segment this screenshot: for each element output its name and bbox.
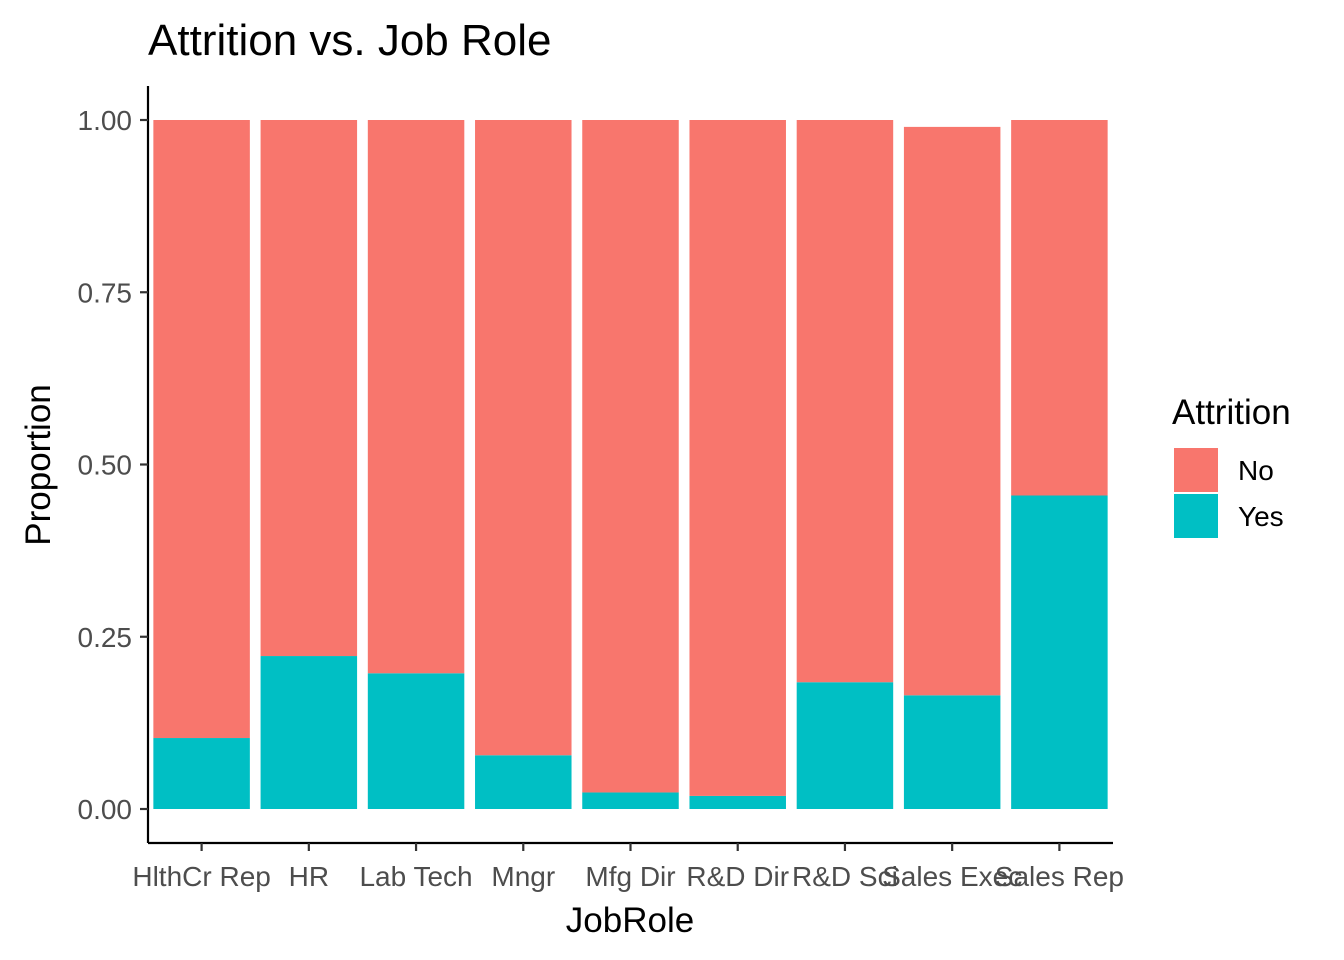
x-tick-label: R&D Sci <box>792 861 898 892</box>
x-tick-label: R&D Dir <box>686 861 789 892</box>
bar-yes-4 <box>582 792 679 809</box>
bar-no-3 <box>475 120 572 756</box>
bar-no-6 <box>796 120 894 683</box>
bar-yes-8 <box>1011 495 1108 809</box>
x-tick-label: Mngr <box>491 861 555 892</box>
x-axis-title: JobRole <box>566 901 694 940</box>
x-tick-label: Sales Exec <box>882 861 1022 892</box>
bar-no-5 <box>689 120 786 796</box>
y-tick-label: 0.00 <box>78 794 133 825</box>
bar-yes-6 <box>796 682 894 809</box>
x-tick-label: HlthCr Rep <box>132 861 270 892</box>
bar-yes-1 <box>260 656 358 809</box>
bar-no-0 <box>153 120 250 739</box>
x-axis: HlthCr Rep HR Lab Tech Mngr Mfg Dir R&D Dir R&… <box>132 841 1124 892</box>
bar-yes-5 <box>689 795 786 809</box>
bars-group <box>153 120 1108 809</box>
bar-no-2 <box>367 120 465 674</box>
bar-no-4 <box>582 120 679 793</box>
y-tick-label: 0.75 <box>78 277 133 308</box>
chart-title: Attrition vs. Job Role <box>148 16 552 65</box>
bar-no-7 <box>903 126 1001 696</box>
legend: Attrition No Yes <box>1172 393 1291 538</box>
bar-yes-0 <box>153 738 250 809</box>
y-axis: 0.00 0.25 0.50 0.75 1.00 <box>78 86 150 843</box>
y-tick-label: 1.00 <box>78 105 133 136</box>
x-tick-label: Lab Tech <box>359 861 472 892</box>
y-tick-label: 0.50 <box>78 450 133 481</box>
x-tick-label: HR <box>289 861 329 892</box>
legend-label-no: No <box>1238 455 1274 486</box>
legend-key-no <box>1174 448 1218 492</box>
bar-no-1 <box>260 120 358 657</box>
y-axis-title: Proportion <box>19 384 58 545</box>
legend-label-yes: Yes <box>1238 501 1284 532</box>
bar-yes-3 <box>475 755 572 809</box>
x-tick-label: Sales Rep <box>995 861 1124 892</box>
bar-no-8 <box>1011 120 1108 496</box>
y-tick-label: 0.25 <box>78 622 133 653</box>
bar-yes-2 <box>367 673 465 809</box>
x-tick-label: Mfg Dir <box>585 861 675 892</box>
legend-key-yes <box>1174 494 1218 538</box>
legend-title: Attrition <box>1172 393 1291 432</box>
bar-yes-7 <box>903 695 1001 809</box>
